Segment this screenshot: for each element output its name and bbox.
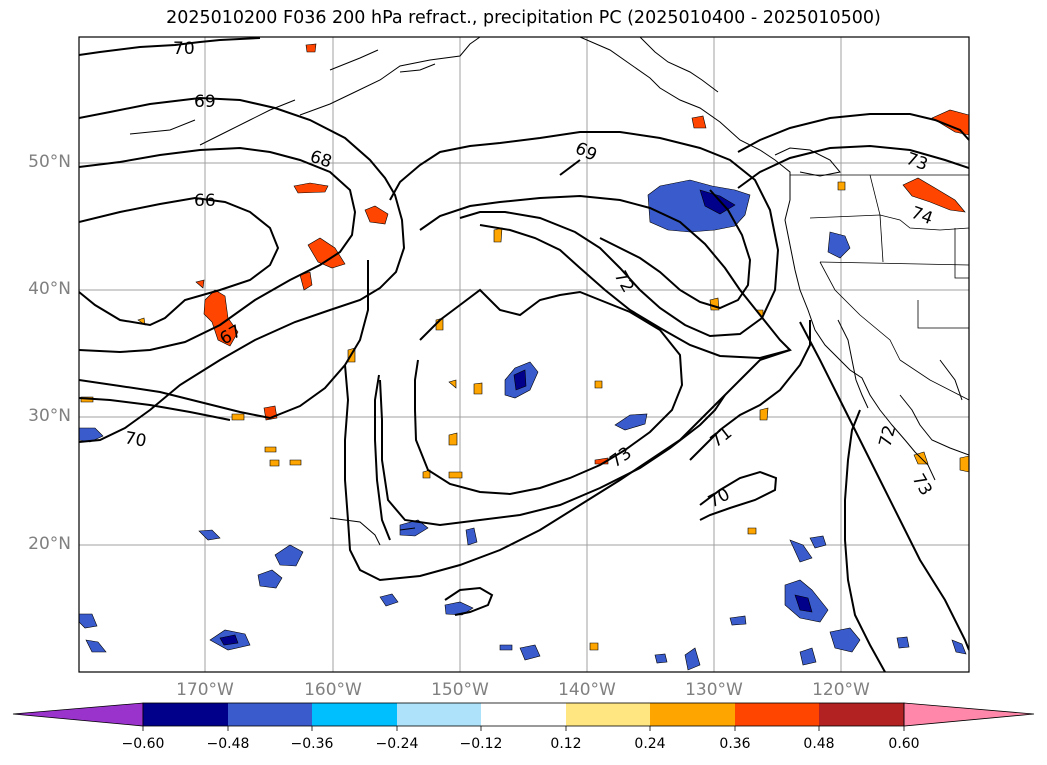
lat-label-40n: 40°N	[28, 279, 71, 299]
colorbar	[12, 702, 1035, 731]
lat-label-20n: 20°N	[28, 534, 71, 554]
contour-label: 70	[173, 39, 195, 59]
colorbar-bin	[735, 703, 819, 726]
contour-label: 73	[908, 471, 936, 500]
map-frame	[78, 36, 970, 673]
coastlines	[129, 37, 969, 546]
colorbar-low-extend	[12, 702, 144, 727]
colorbar-tick-label: −0.12	[459, 736, 503, 752]
colorbar-tick-label: 0.60	[888, 736, 920, 752]
contour-label: 69	[572, 138, 600, 165]
contour-label: 70	[123, 428, 148, 451]
contour-labels: 70 69 68 66 67 70 69 72 73 71 70 73 74 7…	[123, 39, 936, 512]
contour-label: 72	[610, 268, 638, 297]
colorbar-tick-label: −0.36	[290, 736, 334, 752]
contour-label: 73	[606, 443, 635, 472]
lon-label-120w: 120°W	[812, 680, 870, 700]
contour-label: 68	[307, 147, 334, 173]
contour-label: 72	[876, 423, 901, 449]
colorbar-bin	[312, 703, 397, 726]
lon-label-160w: 160°W	[304, 680, 362, 700]
lon-label-150w: 150°W	[431, 680, 489, 700]
colorbar-bin	[228, 703, 312, 726]
colorbar-tick-label: 0.36	[719, 736, 751, 752]
colorbar-frame	[142, 702, 905, 727]
colorbar-tick-label: 0.24	[634, 736, 666, 752]
colorbar-tick-label: −0.60	[121, 736, 165, 752]
contour-label: 71	[707, 423, 736, 452]
lat-label-30n: 30°N	[28, 406, 71, 426]
refractivity-contours	[79, 37, 969, 672]
contour-label: 73	[903, 149, 930, 175]
colorbar-bin	[566, 703, 650, 726]
lon-label-140w: 140°W	[558, 680, 616, 700]
contour-label: 66	[194, 191, 216, 211]
map-title: 2025010200 F036 200 hPa refract., precip…	[166, 8, 881, 28]
precip-positive-areas	[80, 43, 969, 651]
colorbar-bin	[481, 703, 566, 726]
colorbar-bin	[819, 703, 904, 726]
contour-label: 74	[908, 203, 935, 229]
lon-label-130w: 130°W	[685, 680, 743, 700]
colorbar-bin	[397, 703, 481, 726]
colorbar-tick-label: 0.12	[550, 736, 582, 752]
colorbar-bin	[650, 703, 735, 726]
colorbar-tick-label: 0.48	[803, 736, 835, 752]
lon-label-170w: 170°W	[176, 680, 234, 700]
grid-lines	[79, 37, 969, 672]
colorbar-tick-label: −0.24	[375, 736, 419, 752]
political-borders	[790, 174, 969, 401]
colorbar-tick-label: −0.48	[206, 736, 250, 752]
lat-label-50n: 50°N	[28, 152, 71, 172]
contour-label: 69	[194, 92, 216, 112]
precip-negative-areas	[79, 179, 967, 671]
colorbar-bin	[143, 703, 228, 726]
colorbar-high-extend	[903, 702, 1035, 727]
